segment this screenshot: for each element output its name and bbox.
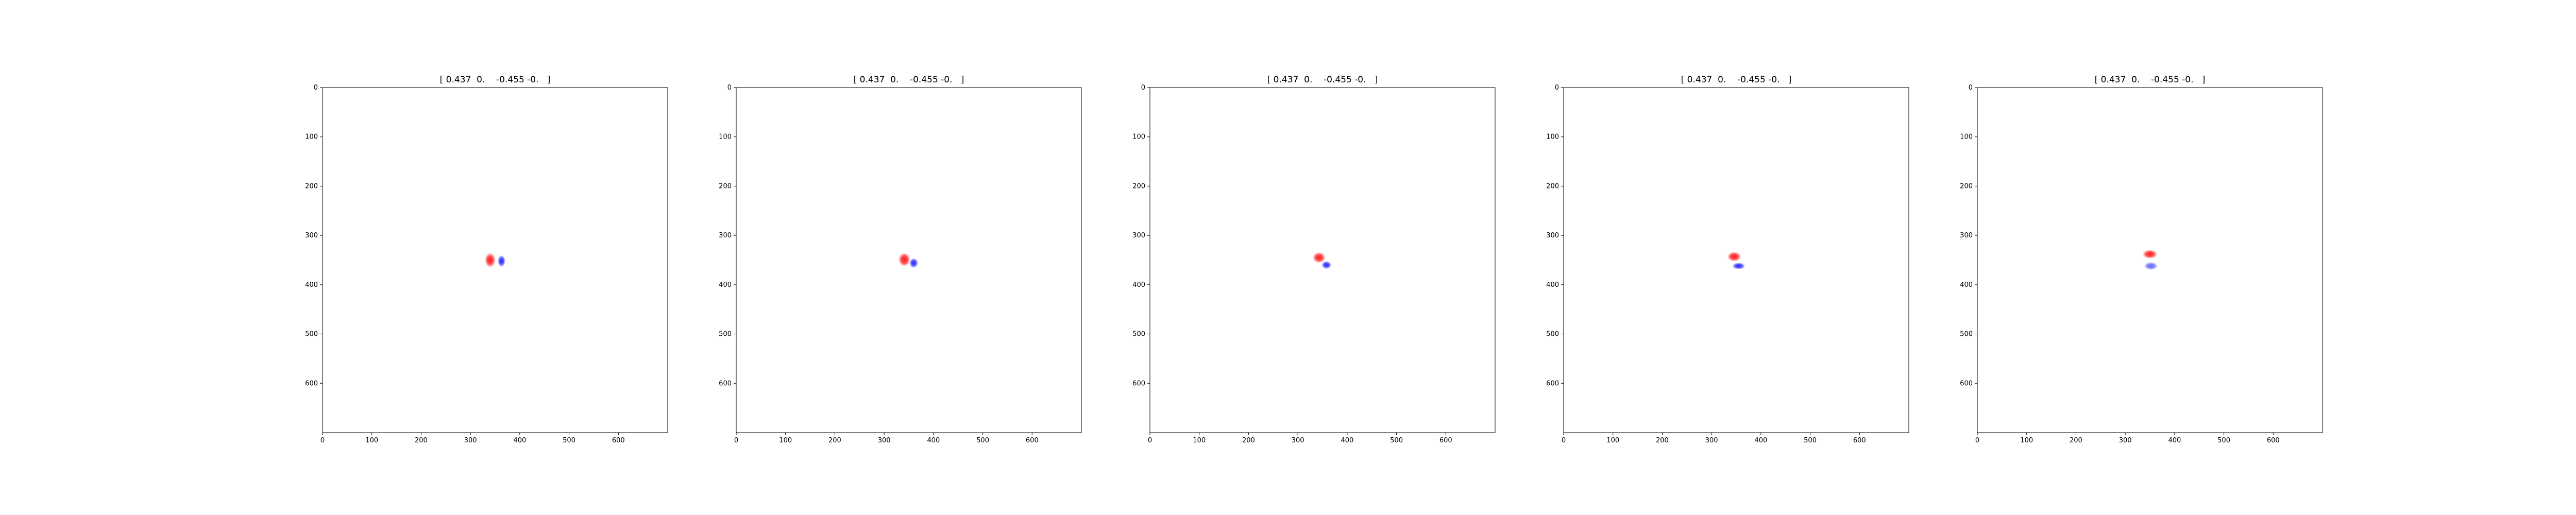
y-tick-label: 100 — [305, 133, 318, 141]
y-tick-label: 500 — [305, 331, 318, 338]
x-tick-label: 300 — [464, 437, 477, 444]
plot-area — [1977, 87, 2323, 433]
x-tick-label: 200 — [1242, 437, 1255, 444]
x-tick-label: 400 — [1754, 437, 1767, 444]
heat-blob-positive — [1727, 251, 1741, 262]
heat-blob-negative — [1321, 261, 1332, 269]
x-tick-label: 600 — [2267, 437, 2280, 444]
x-tick-label: 400 — [1341, 437, 1353, 444]
heat-blob-negative — [497, 255, 506, 267]
y-tick-label: 500 — [1960, 331, 1973, 338]
y-tick-label: 100 — [1960, 133, 1973, 141]
x-tick-label: 500 — [563, 437, 575, 444]
panel-title: [ 0.437 0. -0.455 -0. ] — [1267, 75, 1378, 85]
y-tick-label: 300 — [305, 232, 318, 239]
y-tick-label: 600 — [1960, 380, 1973, 387]
x-tick-label: 300 — [878, 437, 891, 444]
x-tick-label: 0 — [1562, 437, 1566, 444]
heatmap-cells — [1727, 251, 1745, 270]
y-tick-label: 300 — [719, 232, 732, 239]
y-tick-label: 200 — [305, 182, 318, 190]
heat-blob-negative — [909, 258, 919, 268]
x-tick-label: 600 — [1853, 437, 1866, 444]
x-tick-label: 500 — [1804, 437, 1817, 444]
x-tick-label: 300 — [1292, 437, 1304, 444]
x-tick-label: 400 — [513, 437, 526, 444]
x-tick-label: 600 — [612, 437, 625, 444]
y-tick-label: 400 — [1546, 281, 1559, 289]
x-tick-label: 100 — [365, 437, 378, 444]
y-tick-label: 300 — [1546, 232, 1559, 239]
heatmap-panel-1: [ 0.437 0. -0.455 -0. ] 0 100 200 300 400 500 6… — [305, 75, 668, 444]
y-tick-label: 400 — [719, 281, 732, 289]
heatmap-cells — [2142, 249, 2158, 270]
heatmap-panel-5: [ 0.437 0. -0.455 -0. ] 0 100 200 300 400 500 6… — [1960, 75, 2323, 444]
x-tick-label: 400 — [2168, 437, 2181, 444]
y-tick-label: 500 — [719, 331, 732, 338]
heatmap-cells — [1312, 252, 1332, 269]
x-tick-label: 0 — [1148, 437, 1152, 444]
heat-blob-negative — [2144, 262, 2158, 270]
x-tick-label: 200 — [828, 437, 841, 444]
y-tick-label: 600 — [1132, 380, 1145, 387]
y-tick-label: 500 — [1132, 331, 1145, 338]
y-tick-label: 100 — [1132, 133, 1145, 141]
y-tick-label: 600 — [719, 380, 732, 387]
y-tick-label: 100 — [719, 133, 732, 141]
x-tick-label: 300 — [1705, 437, 1718, 444]
panel-title: [ 0.437 0. -0.455 -0. ] — [2095, 75, 2206, 85]
heatmap-panel-3: [ 0.437 0. -0.455 -0. ] 0 100 200 300 400 500 6… — [1132, 75, 1496, 444]
x-tick-label: 500 — [1390, 437, 1403, 444]
y-tick-label: 0 — [727, 84, 732, 92]
heatmap-panel-4: [ 0.437 0. -0.455 -0. ] 0 100 200 300 400 500 6… — [1546, 75, 1909, 444]
x-tick-label: 100 — [1606, 437, 1619, 444]
heat-blob-positive — [898, 252, 910, 267]
heat-blob-positive — [2142, 249, 2158, 259]
x-tick-label: 0 — [320, 437, 325, 444]
panel-title: [ 0.437 0. -0.455 -0. ] — [1681, 75, 1792, 85]
x-tick-label: 500 — [976, 437, 989, 444]
y-tick-label: 200 — [719, 182, 732, 190]
y-tick-label: 0 — [1555, 84, 1559, 92]
y-tick-label: 400 — [305, 281, 318, 289]
heat-blob-negative — [1732, 262, 1745, 270]
x-tick-label: 100 — [2020, 437, 2033, 444]
y-tick-label: 0 — [1141, 84, 1145, 92]
heat-blob-positive — [1312, 252, 1326, 263]
y-tick-label: 300 — [1132, 232, 1145, 239]
y-tick-label: 0 — [314, 84, 318, 92]
x-tick-label: 400 — [927, 437, 940, 444]
x-tick-label: 600 — [1026, 437, 1039, 444]
y-tick-label: 400 — [1960, 281, 1973, 289]
x-tick-label: 200 — [1656, 437, 1669, 444]
y-tick-label: 200 — [1132, 182, 1145, 190]
heatmap-cells — [484, 252, 506, 268]
x-tick-label: 500 — [2217, 437, 2230, 444]
x-tick-label: 0 — [1975, 437, 1979, 444]
y-tick-label: 200 — [1960, 182, 1973, 190]
panel-title: [ 0.437 0. -0.455 -0. ] — [440, 75, 551, 85]
x-tick-label: 200 — [2070, 437, 2082, 444]
y-tick-label: 600 — [305, 380, 318, 387]
panel-title: [ 0.437 0. -0.455 -0. ] — [854, 75, 964, 85]
x-tick-label: 100 — [779, 437, 792, 444]
x-tick-label: 600 — [1439, 437, 1452, 444]
y-tick-label: 400 — [1132, 281, 1145, 289]
y-tick-label: 200 — [1546, 182, 1559, 190]
x-tick-label: 200 — [415, 437, 428, 444]
y-tick-label: 500 — [1546, 331, 1559, 338]
x-tick-label: 300 — [2119, 437, 2132, 444]
y-tick-label: 300 — [1960, 232, 1973, 239]
heatmap-panel-2: [ 0.437 0. -0.455 -0. ] 0 100 200 300 400 500 6… — [719, 75, 1082, 444]
heat-blob-positive — [484, 252, 496, 268]
x-tick-label: 100 — [1193, 437, 1206, 444]
y-tick-label: 0 — [1969, 84, 1973, 92]
y-tick-label: 100 — [1546, 133, 1559, 141]
x-tick-label: 0 — [734, 437, 738, 444]
y-tick-label: 600 — [1546, 380, 1559, 387]
heatmap-cells — [898, 252, 919, 268]
